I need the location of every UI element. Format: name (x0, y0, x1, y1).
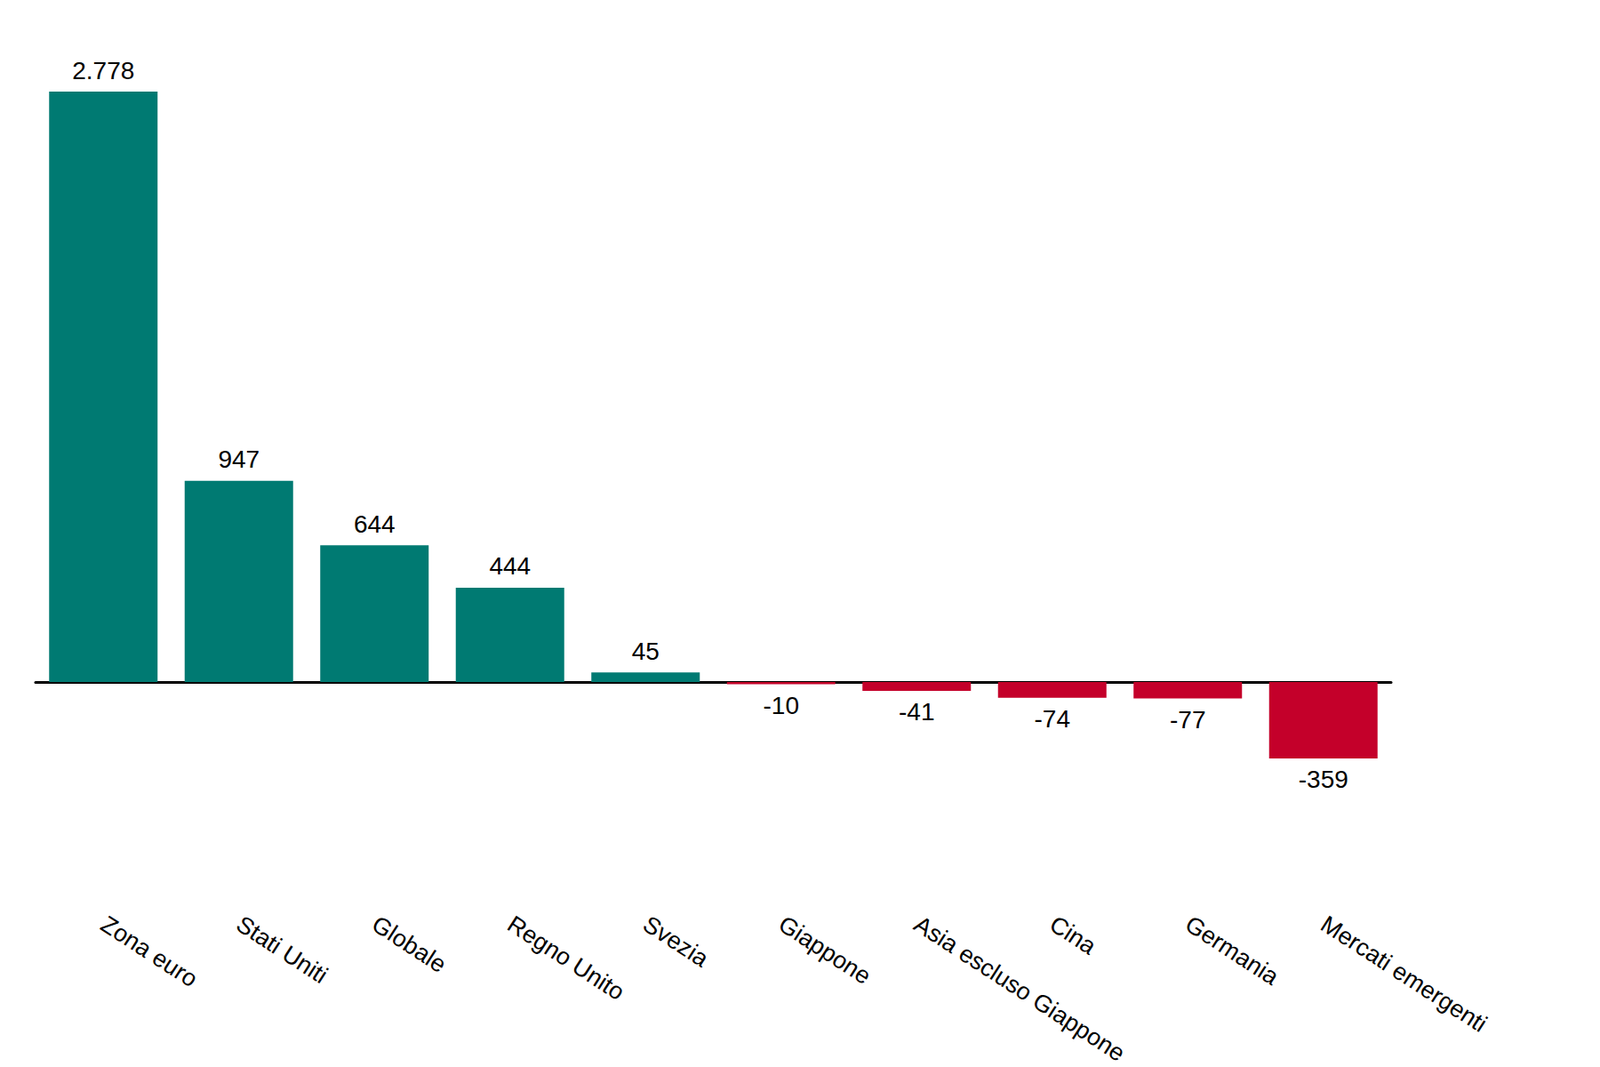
svg-text:Asia escluso Giappone: Asia escluso Giappone (909, 910, 1130, 1067)
svg-text:45: 45 (632, 637, 660, 665)
svg-text:-74: -74 (1034, 704, 1071, 733)
svg-text:-359: -359 (1298, 765, 1349, 793)
svg-text:-41: -41 (898, 697, 935, 726)
svg-text:-77: -77 (1169, 705, 1206, 734)
svg-text:644: 644 (353, 510, 396, 538)
svg-text:Cina: Cina (1045, 910, 1103, 960)
svg-text:Mercati emergenti: Mercati emergenti (1316, 910, 1493, 1038)
svg-text:947: 947 (217, 445, 260, 473)
svg-text:444: 444 (488, 552, 531, 580)
svg-text:Zona euro: Zona euro (96, 910, 203, 992)
svg-text:Globale: Globale (367, 910, 451, 978)
svg-text:Svezia: Svezia (638, 910, 714, 973)
svg-text:Regno Unito: Regno Unito (503, 910, 630, 1006)
svg-text:-10: -10 (763, 691, 800, 720)
svg-text:Stati Uniti: Stati Uniti (232, 910, 333, 989)
svg-text:Giappone: Giappone (774, 910, 877, 990)
svg-text:2.778: 2.778 (72, 56, 135, 85)
svg-text:Germania: Germania (1180, 910, 1285, 991)
